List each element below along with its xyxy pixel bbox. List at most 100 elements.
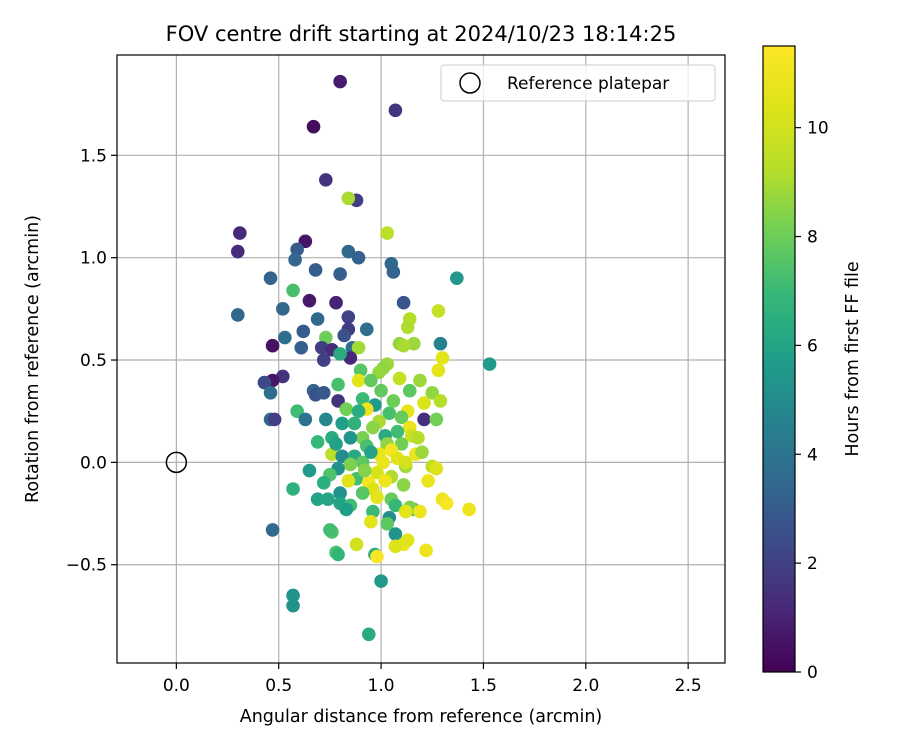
y-tick-label: −0.5 <box>66 556 107 576</box>
scatter-point <box>278 330 292 345</box>
scatter-point <box>462 502 476 517</box>
scatter-point <box>286 588 300 603</box>
scatter-point <box>433 394 448 408</box>
legend-reference-marker <box>459 72 481 94</box>
colorbar-gradient <box>763 46 795 672</box>
legend-box <box>440 64 716 102</box>
scatter-point <box>374 574 388 588</box>
scatter-point <box>341 244 356 259</box>
scatter-point <box>333 267 347 281</box>
scatter-point <box>411 431 425 445</box>
colorbar-tick-label: 2 <box>807 554 818 574</box>
scatter-point <box>276 369 290 384</box>
scatter-point <box>329 437 343 451</box>
scatter-point <box>378 474 392 488</box>
scatter-point <box>392 371 407 386</box>
x-tick-label: 0.0 <box>163 676 190 696</box>
scatter-point <box>302 463 317 478</box>
scatter-point <box>413 373 427 388</box>
scatter-point <box>325 447 339 461</box>
scatter-point <box>439 496 454 511</box>
scatter-point <box>398 455 413 470</box>
colorbar-label: Hours from first FF file <box>843 261 863 456</box>
scatter-point <box>431 304 446 318</box>
colorbar: 0 2 4 6 8 10 Hours from first FF file <box>762 45 863 683</box>
scatter-point <box>351 340 366 355</box>
scatter-point <box>329 295 343 310</box>
scatter-point <box>263 271 278 285</box>
scatter-point <box>286 482 300 496</box>
y-axis-label: Rotation from reference (arcmin) <box>23 215 43 503</box>
scatter-point <box>419 543 433 558</box>
scatter-point <box>398 504 413 519</box>
scatter-point <box>319 173 333 187</box>
scatter-point <box>310 435 325 449</box>
scatter-point <box>310 312 325 326</box>
x-tick-label: 1.0 <box>368 676 395 696</box>
y-tick-label: 1.5 <box>80 146 107 166</box>
scatter-point <box>343 351 358 365</box>
scatter-point <box>276 302 290 316</box>
scatter-point <box>308 263 323 277</box>
scatter-point <box>396 478 411 492</box>
scatter-point <box>288 252 302 267</box>
scatter-point <box>265 338 280 353</box>
scatter-point <box>341 310 356 324</box>
scatter-point <box>429 412 444 427</box>
scatter-point <box>407 336 421 351</box>
scatter-point <box>382 406 397 421</box>
scatter-point <box>366 420 380 435</box>
scatter-point <box>319 330 333 345</box>
scatter-point <box>314 340 329 355</box>
scatter-point <box>364 445 378 459</box>
colorbar-frame <box>762 45 796 673</box>
legend-label-reference-platepar: Reference platepar <box>507 74 669 94</box>
scatter-point <box>370 490 384 504</box>
scatter-point <box>335 416 349 431</box>
scatter-point <box>417 412 431 427</box>
scatter-point <box>364 514 378 529</box>
scatter-point <box>380 226 395 240</box>
scatter-point <box>316 385 331 400</box>
scatter-point <box>323 523 337 537</box>
scatter-point <box>415 445 429 459</box>
scatter-point <box>265 523 280 537</box>
scatter-point <box>321 492 335 507</box>
grid-lines <box>117 55 725 663</box>
scatter-point <box>286 283 300 298</box>
scatter-point <box>386 265 401 279</box>
x-tick-label: 1.5 <box>470 676 497 696</box>
scatter-point <box>267 412 282 427</box>
scatter-point <box>394 437 409 451</box>
x-tick-label: 2.0 <box>572 676 599 696</box>
scatter-point <box>286 598 300 613</box>
scatter-point <box>351 373 366 388</box>
scatter-point <box>376 455 390 470</box>
scatter-point <box>357 463 372 478</box>
x-tick-label: 2.5 <box>675 676 702 696</box>
scatter-point <box>417 396 431 410</box>
scatter-point <box>257 375 272 390</box>
scatter-point <box>388 498 403 513</box>
y-tick-label: 0.5 <box>80 351 107 371</box>
scatter-point <box>339 402 354 416</box>
scatter-point <box>431 363 446 378</box>
scatter-point <box>316 476 331 490</box>
scatter-point <box>333 74 347 89</box>
scatter-point <box>396 295 411 310</box>
scatter-point <box>433 336 448 351</box>
scatter-point <box>400 320 415 335</box>
scatter-point <box>402 383 417 398</box>
scatter-point <box>374 383 388 398</box>
scatter-point <box>413 504 427 519</box>
scatter-point <box>396 338 411 353</box>
scatter-point <box>388 539 403 554</box>
plot-frame <box>116 54 726 664</box>
colorbar-tick-label: 10 <box>807 119 829 139</box>
scatter-point <box>364 373 378 388</box>
scatter-points <box>230 74 497 642</box>
scatter-point <box>353 363 368 378</box>
scatter-point <box>302 293 317 308</box>
